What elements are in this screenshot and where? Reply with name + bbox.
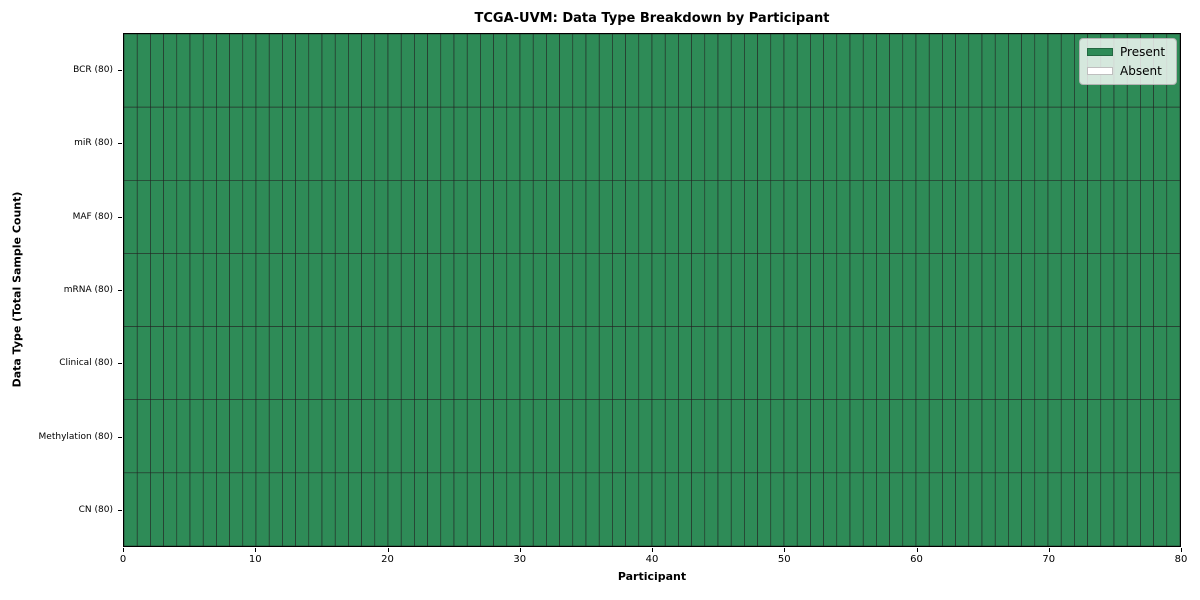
x-tick-mark: [255, 548, 257, 552]
y-tick-mark: [118, 510, 122, 512]
x-tick-mark: [387, 548, 389, 552]
x-tick-mark: [1181, 548, 1182, 552]
x-tick-label: 50: [777, 554, 791, 565]
y-tick-mark: [118, 69, 122, 71]
x-tick-mark: [916, 548, 918, 552]
x-axis-label: Participant: [617, 570, 687, 583]
legend-entry-absent: Absent: [1087, 64, 1168, 78]
x-tick-mark: [652, 548, 653, 552]
x-tick-mark: [1048, 548, 1050, 552]
x-tick-label: 30: [513, 554, 527, 565]
legend: Present Absent: [1079, 38, 1177, 85]
x-tick-label: 20: [381, 554, 394, 565]
x-tick-label: 40: [645, 554, 659, 565]
y-tick-label: miR (80): [74, 138, 113, 149]
y-tick-label: Clinical (80): [59, 358, 113, 369]
y-tick-mark: [118, 363, 122, 365]
y-tick-label: mRNA (80): [63, 285, 113, 295]
legend-swatch-present: [1087, 48, 1113, 56]
y-tick-mark: [118, 436, 122, 438]
x-tick-label: 10: [248, 554, 262, 565]
legend-entry-present: Present: [1087, 45, 1168, 59]
x-tick-label: 60: [910, 554, 923, 565]
heatmap-cells: [124, 34, 1180, 546]
x-tick-mark: [123, 548, 124, 552]
y-tick-label: BCR (80): [73, 64, 113, 75]
x-tick-label: 0: [119, 554, 127, 565]
y-tick-label: CN (80): [78, 505, 113, 516]
y-tick-label: Methylation (80): [38, 431, 113, 442]
x-tick-label: 80: [1174, 554, 1188, 565]
y-tick-mark: [118, 290, 122, 291]
plot-area: [123, 33, 1181, 547]
legend-swatch-absent: [1087, 67, 1113, 75]
y-tick-mark: [118, 216, 122, 218]
x-tick-label: 70: [1042, 554, 1056, 565]
x-tick-mark: [784, 548, 786, 552]
legend-label-present: Present: [1120, 45, 1166, 59]
y-tick-mark: [118, 143, 122, 145]
chart-title: TCGA-UVM: Data Type Breakdown by Partici…: [474, 11, 830, 26]
legend-label-absent: Absent: [1120, 64, 1162, 78]
y-tick-label: MAF (80): [72, 211, 113, 222]
x-tick-mark: [519, 548, 521, 552]
